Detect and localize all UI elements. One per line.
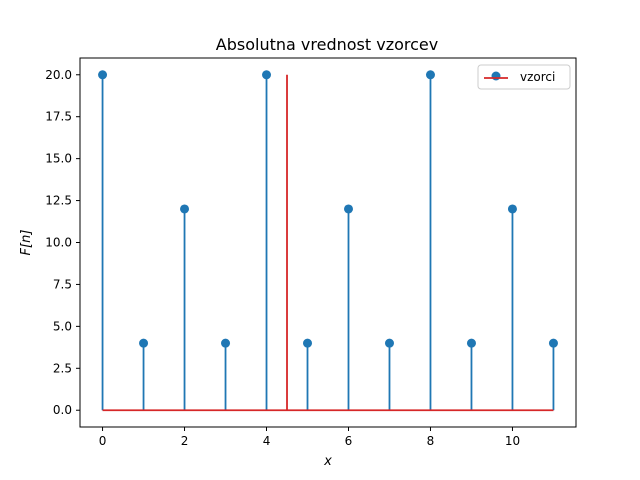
y-tick-label: 0.0 (53, 403, 72, 417)
data-point (343, 204, 353, 214)
x-tick-label: 2 (181, 434, 189, 448)
x-tick-label: 4 (263, 434, 271, 448)
y-tick-label: 12.5 (45, 194, 72, 208)
legend-marker-circle (491, 71, 501, 81)
y-tick-label: 2.5 (53, 361, 72, 375)
y-tick-label: 15.0 (45, 152, 72, 166)
x-axis: 0 2 4 6 8 10 (99, 427, 520, 448)
axes-frame (79, 57, 577, 428)
x-tick-label: 0 (99, 434, 107, 448)
data-point (303, 338, 313, 348)
data-point (139, 338, 149, 348)
data-point (384, 338, 394, 348)
x-tick-label: 8 (427, 434, 435, 448)
data-point (507, 204, 517, 214)
legend: vzorci (477, 64, 571, 90)
y-tick-label: 7.5 (53, 277, 72, 291)
legend-label: vzorci (520, 70, 555, 84)
y-tick-label: 5.0 (53, 319, 72, 333)
y-tick-label: 10.0 (45, 236, 72, 250)
x-tick-label: 6 (345, 434, 353, 448)
data-point (180, 204, 190, 214)
data-point (425, 70, 435, 80)
data-point (98, 70, 108, 80)
plot-area (98, 70, 558, 412)
x-tick-label: 10 (505, 434, 520, 448)
data-point (262, 70, 272, 80)
data-point (548, 338, 558, 348)
y-tick-label: 17.5 (45, 110, 72, 124)
y-axis: 0.0 2.5 5.0 7.5 10.0 12.5 15.0 17.5 20.0 (45, 68, 80, 417)
data-point (466, 338, 476, 348)
chart-title: Absolutna vrednost vzorcev (216, 35, 438, 54)
x-axis-label: x (323, 454, 332, 469)
data-point (221, 338, 231, 348)
y-axis-label: F[n] (19, 230, 34, 256)
y-tick-label: 20.0 (45, 68, 72, 82)
legend-box (477, 64, 571, 90)
